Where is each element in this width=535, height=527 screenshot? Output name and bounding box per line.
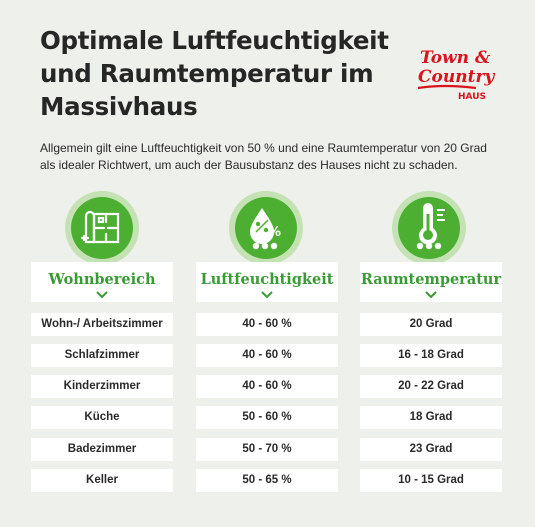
chevron-down-icon — [425, 291, 437, 299]
column-header-luftfeuchtigkeit: Luftfeuchtigkeit — [196, 262, 338, 302]
column-header-label: Raumtemperatur — [360, 271, 502, 288]
cell-temperature: 18 Grad — [360, 406, 502, 429]
cell-room: Badezimmer — [31, 438, 173, 461]
cell-humidity: 40 - 60 % — [196, 344, 338, 367]
cell-room: Keller — [31, 469, 173, 492]
cell-room: Küche — [31, 406, 173, 429]
cell-room: Kinderzimmer — [31, 375, 173, 398]
logo-text-town: Town & — [420, 48, 491, 68]
cell-room: Wohn-/ Arbeitszimmer — [31, 313, 173, 336]
thermometer-icon — [392, 191, 466, 265]
svg-text:%: % — [268, 225, 281, 240]
column-header-wohnbereich: Wohnbereich — [31, 262, 173, 302]
column-header-raumtemperatur: Raumtemperatur — [360, 262, 502, 302]
column-header-label: Luftfeuchtigkeit — [200, 271, 334, 288]
cell-humidity: 40 - 60 % — [196, 375, 338, 398]
logo-text-country: Country — [418, 67, 495, 87]
cell-temperature: 16 - 18 Grad — [360, 344, 502, 367]
cell-humidity: 50 - 60 % — [196, 406, 338, 429]
humidity-drop-icon: % — [229, 191, 303, 265]
cell-humidity: 40 - 60 % — [196, 313, 338, 336]
page-title: Optimale Luftfeuchtigkeit und Raumtemper… — [40, 24, 410, 123]
town-country-logo: Town & Country HAUS — [417, 48, 495, 102]
intro-line: Allgemein gilt eine Luftfeuchtigkeit von… — [40, 141, 487, 155]
cell-temperature: 20 - 22 Grad — [360, 375, 502, 398]
intro-text: Allgemein gilt eine Luftfeuchtigkeit von… — [40, 140, 510, 174]
chevron-down-icon — [96, 291, 108, 299]
intro-line: als idealer Richtwert, um auch der Bausu… — [40, 158, 458, 172]
cell-temperature: 20 Grad — [360, 313, 502, 336]
cell-temperature: 10 - 15 Grad — [360, 469, 502, 492]
title-line: Massivhaus — [40, 92, 198, 121]
cell-room: Schlafzimmer — [31, 344, 173, 367]
chevron-down-icon — [261, 291, 273, 299]
floorplan-icon — [65, 191, 139, 265]
title-line: und Raumtemperatur im — [40, 59, 374, 88]
logo-text-haus: HAUS — [458, 92, 486, 102]
cell-temperature: 23 Grad — [360, 438, 502, 461]
cell-humidity: 50 - 70 % — [196, 438, 338, 461]
cell-humidity: 50 - 65 % — [196, 469, 338, 492]
title-line: Optimale Luftfeuchtigkeit — [40, 26, 389, 55]
column-header-label: Wohnbereich — [48, 271, 156, 288]
